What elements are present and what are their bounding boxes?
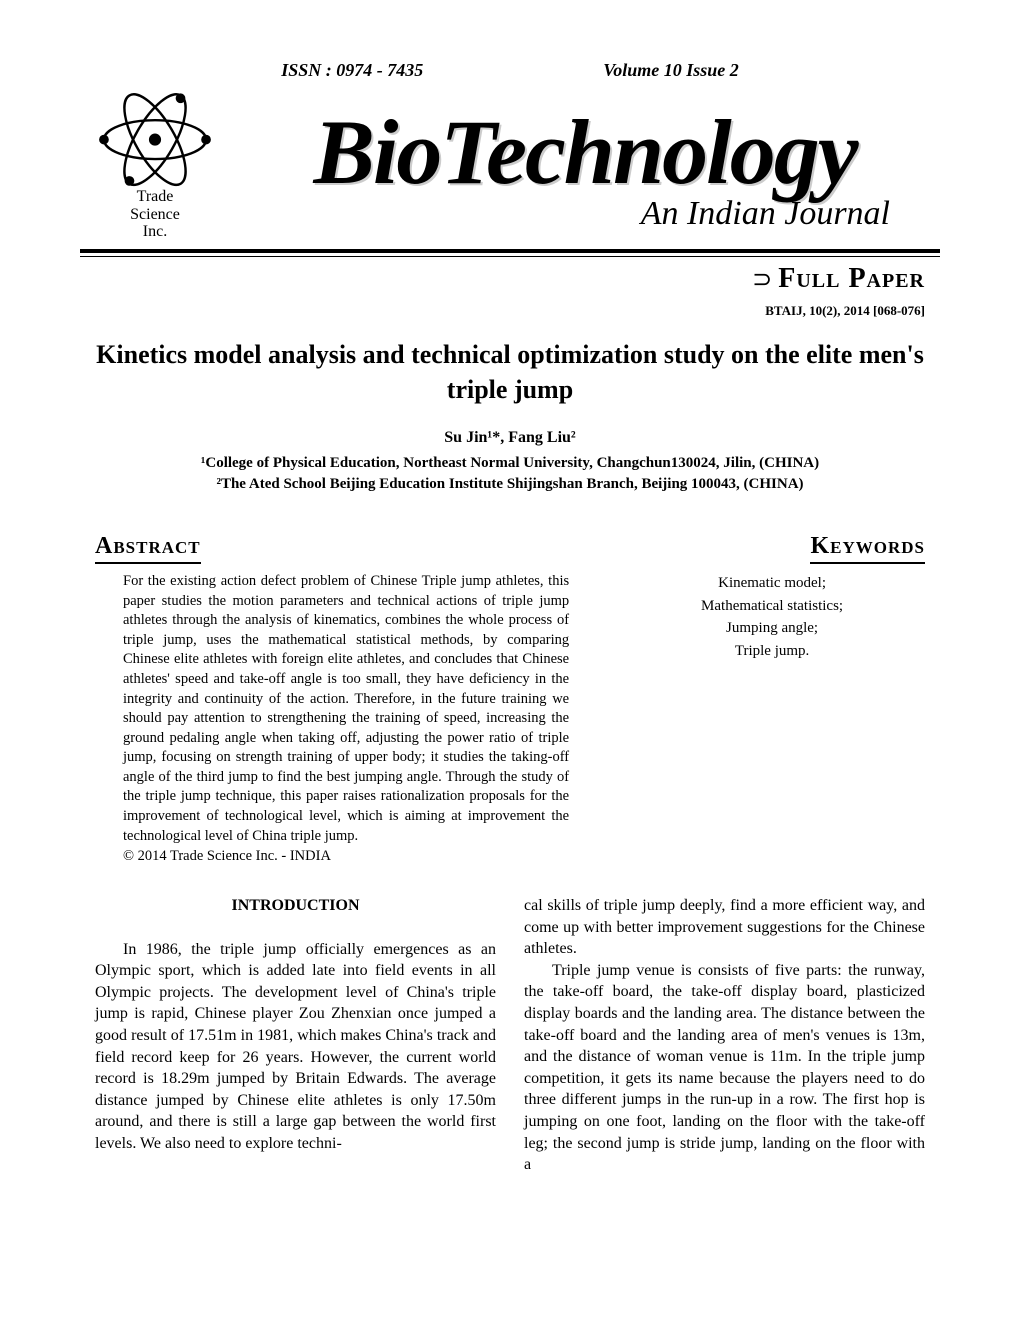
- body-columns: INTRODUCTION In 1986, the triple jump of…: [0, 865, 1020, 1176]
- volume-label: Volume 10 Issue 2: [603, 60, 739, 81]
- header-top: ISSN : 0974 - 7435 Volume 10 Issue 2: [0, 0, 1020, 91]
- masthead: Trade Science Inc. BioTechnology An Indi…: [0, 91, 1020, 241]
- intro-paragraph-1-cont: cal skills of triple jump deeply, find a…: [524, 895, 925, 960]
- body-column-right: cal skills of triple jump deeply, find a…: [524, 895, 925, 1176]
- citation: BTAIJ, 10(2), 2014 [068-076]: [0, 299, 1020, 337]
- keywords-text: Kinematic model; Mathematical statistics…: [619, 572, 925, 662]
- keywords-heading: Keywords: [810, 533, 925, 564]
- keywords-column: Keywords Kinematic model; Mathematical s…: [619, 533, 925, 865]
- affiliations: ¹College of Physical Education, Northeas…: [0, 447, 1020, 495]
- abstract-text: For the existing action defect problem o…: [95, 572, 569, 846]
- body-column-left: INTRODUCTION In 1986, the triple jump of…: [95, 895, 496, 1176]
- divider-thick: [80, 249, 940, 253]
- abstract-heading: Abstract: [95, 533, 201, 564]
- authors: Su Jin¹*, Fang Liu²: [0, 429, 1020, 447]
- introduction-heading: INTRODUCTION: [95, 895, 496, 917]
- publisher-name: Trade Science Inc.: [130, 188, 180, 241]
- issn-label: ISSN : 0974 - 7435: [281, 60, 423, 81]
- abstract-column: Abstract For the existing action defect …: [95, 533, 569, 865]
- publisher-logo: Trade Science Inc.: [70, 91, 240, 241]
- affiliation-2: ²The Ated School Beijing Education Insti…: [95, 474, 925, 495]
- copyright: © 2014 Trade Science Inc. - INDIA: [95, 848, 569, 865]
- journal-title: BioTechnology: [240, 99, 930, 205]
- atom-orbit-icon: [90, 91, 220, 188]
- paper-type-label: Full Paper: [778, 263, 925, 295]
- intro-paragraph-2: Triple jump venue is consists of five pa…: [524, 960, 925, 1176]
- journal-title-area: BioTechnology An Indian Journal: [240, 99, 930, 233]
- paper-type-row: ⊃ Full Paper: [0, 257, 1020, 299]
- abstract-keywords-row: Abstract For the existing action defect …: [0, 495, 1020, 865]
- affiliation-1: ¹College of Physical Education, Northeas…: [95, 453, 925, 474]
- arrow-icon: ⊃: [752, 265, 772, 294]
- article-title: Kinetics model analysis and technical op…: [0, 337, 1020, 407]
- intro-paragraph-1: In 1986, the triple jump officially emer…: [95, 939, 496, 1155]
